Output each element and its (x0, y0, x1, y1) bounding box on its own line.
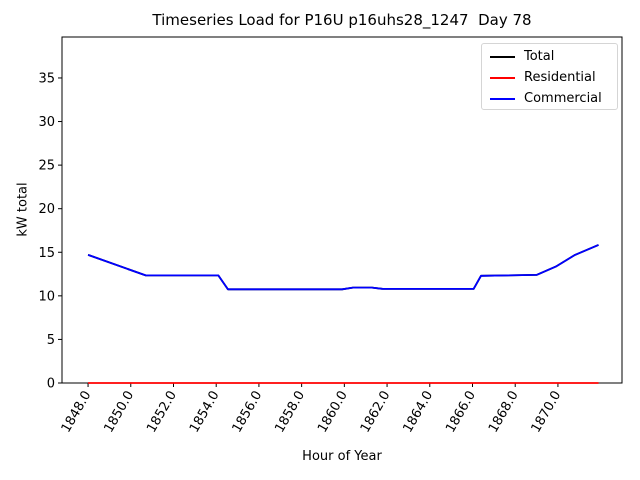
y-tick-label: 20 (38, 202, 55, 217)
series-line-total (87, 244, 599, 291)
x-tick-label: 1856.0 (230, 389, 266, 436)
x-tick-label: 1862.0 (358, 389, 394, 436)
legend-label-total: Total (524, 49, 555, 64)
x-tick-label: 1864.0 (401, 389, 437, 436)
x-tick-label: 1868.0 (486, 389, 522, 436)
x-tick-label: 1852.0 (144, 389, 180, 436)
x-tick-label: 1860.0 (315, 389, 351, 436)
x-tick-label: 1870.0 (529, 389, 565, 436)
x-tick-label: 1848.0 (59, 389, 95, 436)
x-tick-label: 1858.0 (272, 389, 308, 436)
x-tick-label: 1854.0 (187, 389, 223, 436)
legend-label-commercial: Commercial (524, 91, 602, 106)
legend-line-commercial (490, 97, 515, 100)
y-tick-label: 25 (38, 159, 55, 174)
legend-line-residential (490, 76, 515, 79)
y-tick-label: 0 (47, 377, 55, 392)
series-line-commercial (87, 244, 599, 291)
chart-title: Timeseries Load for P16U p16uhs28_1247 D… (152, 11, 532, 29)
y-tick-label: 10 (38, 289, 55, 304)
x-tick-label: 1866.0 (443, 389, 479, 436)
y-tick-label: 35 (38, 71, 55, 86)
y-tick-label: 5 (47, 333, 55, 348)
legend-item-commercial: Commercial (490, 88, 617, 109)
y-tick-label: 15 (38, 246, 55, 261)
legend-item-total: Total (490, 46, 617, 67)
legend-line-total (490, 55, 515, 58)
x-tick-label: 1850.0 (101, 389, 137, 436)
legend-label-residential: Residential (524, 70, 596, 85)
legend-item-residential: Residential (490, 67, 617, 88)
y-tick-label: 30 (38, 115, 55, 130)
y-axis-label: kW total (15, 182, 31, 237)
x-axis-label: Hour of Year (302, 449, 382, 464)
legend: Total Residential Commercial (481, 43, 618, 110)
